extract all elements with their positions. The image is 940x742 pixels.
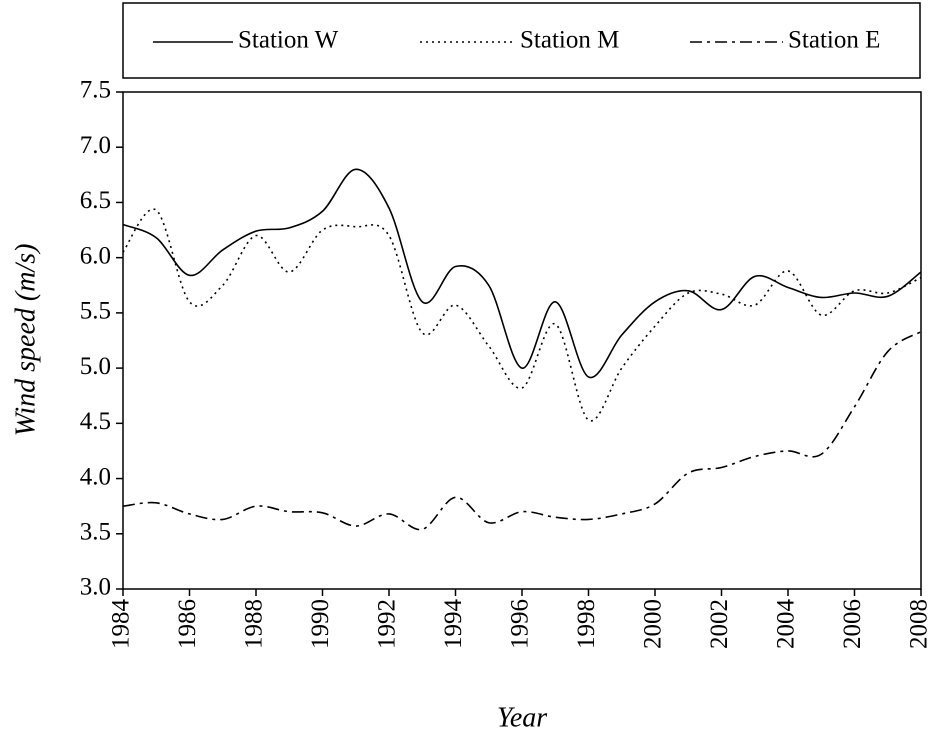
y-tick-label: 6.5 — [80, 187, 111, 214]
legend-label: Station M — [520, 27, 619, 54]
x-tick-label: 1986 — [174, 599, 201, 649]
x-tick-label: 2004 — [773, 599, 800, 650]
x-tick-label: 2008 — [906, 599, 933, 649]
series-line — [122, 168, 922, 379]
x-tick-label: 2002 — [706, 599, 733, 649]
legend-box — [122, 2, 921, 79]
x-tick-label: 1998 — [573, 599, 600, 649]
y-tick-label: 5.0 — [80, 353, 111, 380]
y-tick-label: 4.5 — [80, 408, 111, 435]
y-tick-label: 7.5 — [80, 77, 111, 104]
y-tick-label: 3.0 — [80, 574, 111, 601]
y-tick-label: 5.5 — [80, 298, 111, 325]
x-tick-label: 2000 — [640, 599, 667, 649]
x-tick-label: 1990 — [307, 599, 334, 649]
x-tick-label: 1984 — [108, 599, 135, 650]
x-tick-label: 1994 — [440, 599, 467, 650]
y-tick-label: 4.0 — [80, 463, 111, 490]
x-tick-label: 1988 — [241, 599, 268, 649]
y-tick-label: 6.0 — [80, 242, 111, 269]
series-line — [122, 330, 922, 531]
legend-label: Station E — [788, 27, 880, 54]
x-tick-label: 1992 — [374, 599, 401, 649]
x-tick-label: 1996 — [507, 599, 534, 649]
plot-frame — [122, 91, 922, 590]
x-axis-label: Year — [497, 702, 547, 733]
series-line — [122, 208, 922, 422]
y-tick-label: 7.0 — [80, 132, 111, 159]
y-axis-label: Wind speed (m/s) — [10, 244, 41, 437]
y-tick-label: 3.5 — [80, 519, 111, 546]
legend-label: Station W — [238, 27, 339, 54]
x-tick-label: 2006 — [839, 599, 866, 649]
